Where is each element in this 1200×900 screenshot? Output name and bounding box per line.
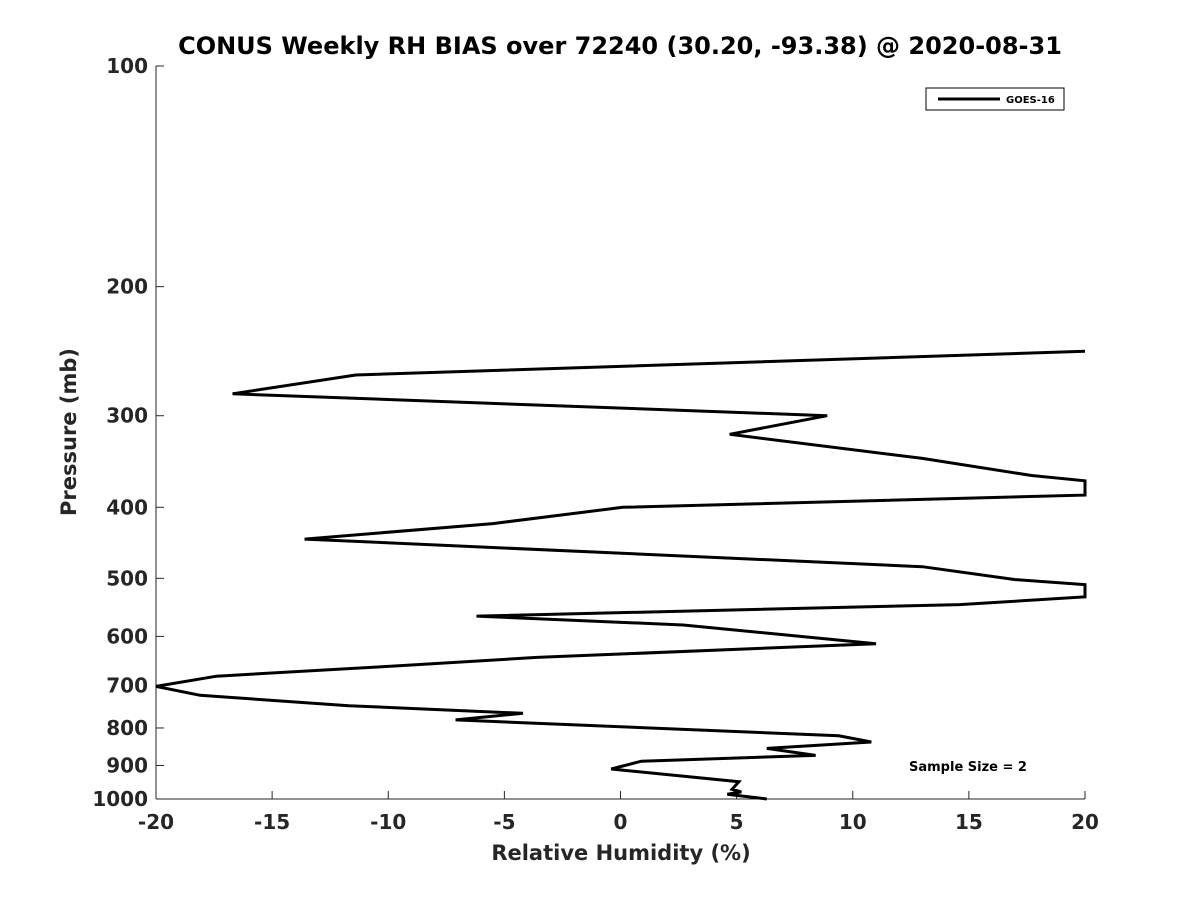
axes: -20 -15 -10 -5 0 5 10 15 20 100 200 300 400 500 600 700… xyxy=(92,54,1099,834)
x-tick-label: -20 xyxy=(138,810,174,834)
y-tick-label: 300 xyxy=(106,404,148,428)
x-axis-label: Relative Humidity (%) xyxy=(491,841,750,865)
chart-title: CONUS Weekly RH BIAS over 72240 (30.20, … xyxy=(178,32,1062,60)
y-tick-label: 1000 xyxy=(92,787,148,811)
sample-size-annotation: Sample Size = 2 xyxy=(909,760,1027,775)
y-tick-label: 600 xyxy=(106,624,148,648)
y-tick-label: 100 xyxy=(106,54,148,78)
legend-label-goes-16: GOES-16 xyxy=(1006,95,1055,106)
x-tick-label: -10 xyxy=(370,810,406,834)
y-tick-label: 900 xyxy=(106,753,148,777)
y-tick-label: 800 xyxy=(106,716,148,740)
y-axis-label: Pressure (mb) xyxy=(57,348,81,516)
y-tick-label: 400 xyxy=(106,495,148,519)
series-layer xyxy=(155,349,1087,801)
x-tick-label: 5 xyxy=(730,810,744,834)
y-tick-label: 500 xyxy=(106,566,148,590)
legend: GOES-16 xyxy=(925,87,1065,111)
series-line-goes-16 xyxy=(155,349,1087,801)
x-tick-label: 10 xyxy=(839,810,867,834)
y-tick-label: 200 xyxy=(106,275,148,299)
x-tick-label: 15 xyxy=(955,810,983,834)
y-tick-label: 700 xyxy=(106,673,148,697)
x-tick-label: -5 xyxy=(493,810,515,834)
x-tick-label: 20 xyxy=(1071,810,1099,834)
x-tick-label: 0 xyxy=(614,810,628,834)
x-tick-label: -15 xyxy=(254,810,290,834)
